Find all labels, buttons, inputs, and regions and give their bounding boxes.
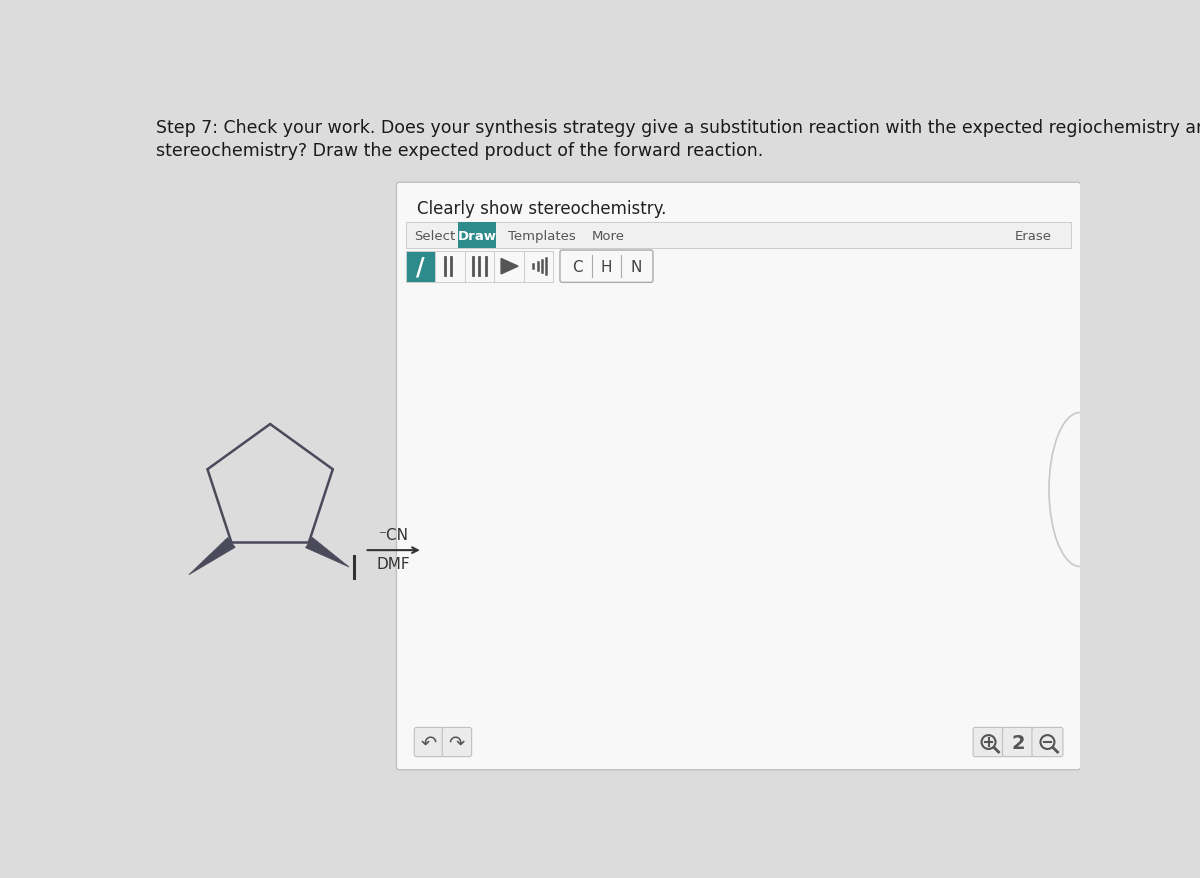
FancyBboxPatch shape [523,251,553,282]
FancyBboxPatch shape [1002,728,1033,757]
Text: Draw: Draw [457,230,497,242]
Text: ↷: ↷ [449,733,466,752]
FancyBboxPatch shape [560,251,653,283]
FancyBboxPatch shape [973,728,1004,757]
Text: Erase: Erase [1015,230,1052,242]
Text: ↶: ↶ [421,733,437,752]
Text: More: More [592,230,624,242]
Text: ⁻CN: ⁻CN [379,528,409,543]
Text: 2: 2 [1012,733,1025,752]
Polygon shape [188,538,235,575]
FancyBboxPatch shape [464,251,494,282]
FancyBboxPatch shape [458,223,496,249]
Text: /: / [416,255,425,279]
Text: H: H [601,259,612,274]
FancyBboxPatch shape [1032,728,1063,757]
Text: Step 7: Check your work. Does your synthesis strategy give a substitution reacti: Step 7: Check your work. Does your synth… [156,119,1200,137]
Text: Templates: Templates [509,230,576,242]
Text: N: N [630,259,642,274]
FancyBboxPatch shape [406,223,1072,249]
FancyBboxPatch shape [494,251,523,282]
Polygon shape [502,259,518,275]
Text: stereochemistry? Draw the expected product of the forward reaction.: stereochemistry? Draw the expected produ… [156,142,763,161]
Text: Clearly show stereochemistry.: Clearly show stereochemistry. [416,200,666,218]
FancyBboxPatch shape [396,183,1081,770]
FancyBboxPatch shape [406,251,436,282]
FancyBboxPatch shape [414,728,444,757]
Text: Select: Select [414,230,456,242]
Text: DMF: DMF [377,557,410,572]
Text: C: C [571,259,582,274]
FancyBboxPatch shape [442,728,472,757]
Polygon shape [306,537,349,567]
FancyBboxPatch shape [436,251,464,282]
